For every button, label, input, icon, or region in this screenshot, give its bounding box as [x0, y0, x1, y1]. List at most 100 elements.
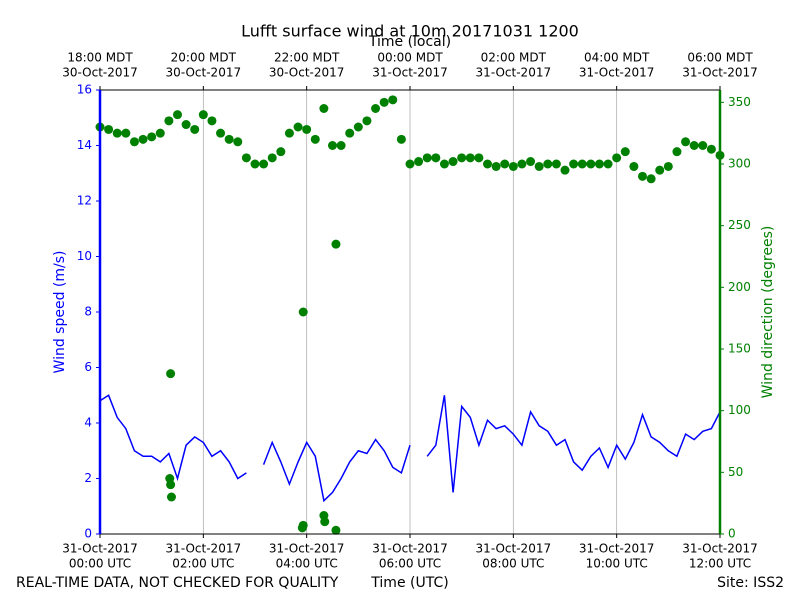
x-tick-label: 31-Oct-2017 [166, 542, 242, 556]
direction-point [577, 159, 587, 169]
direction-point [551, 159, 561, 169]
x2-tick-label: 31-Oct-2017 [476, 66, 552, 80]
y2-tick-label: 350 [728, 95, 751, 109]
x2-tick-label: 04:00 MDT [584, 51, 650, 65]
x2-tick-label: 06:00 MDT [687, 51, 753, 65]
direction-point [320, 517, 330, 527]
direction-point [431, 153, 441, 163]
direction-point [689, 141, 699, 150]
x-tick-label: 08:00 UTC [482, 557, 544, 571]
x2-tick-label: 30-Oct-2017 [166, 66, 242, 80]
x2-tick-label: 20:00 MDT [171, 51, 237, 65]
x-tick-label: 00:00 UTC [69, 557, 131, 571]
direction-point [166, 480, 176, 490]
x2-tick-label: 31-Oct-2017 [372, 66, 448, 80]
direction-point [138, 134, 148, 144]
x-tick-label: 31-Oct-2017 [682, 542, 758, 556]
x2-tick-label: 22:00 MDT [274, 51, 340, 65]
direction-point [129, 137, 139, 147]
direction-point [166, 492, 176, 502]
direction-point [560, 165, 570, 175]
direction-point [224, 134, 234, 144]
direction-point [233, 137, 243, 147]
direction-point [298, 307, 308, 317]
direction-point [241, 153, 251, 163]
direction-point [612, 153, 622, 163]
direction-point [267, 153, 277, 163]
direction-point [207, 116, 217, 126]
direction-point [603, 159, 613, 169]
x-axis-label: Time (UTC) [370, 575, 448, 591]
direction-point [422, 153, 432, 163]
direction-point [181, 120, 191, 130]
direction-point [319, 104, 329, 113]
x-tick-label: 02:00 UTC [172, 557, 234, 571]
direction-point [465, 153, 475, 163]
direction-point [629, 161, 639, 171]
direction-point [379, 97, 389, 107]
chart-title: Lufft surface wind at 10m 20171031 1200 [241, 22, 579, 41]
direction-point [457, 153, 467, 163]
direction-point [508, 161, 518, 171]
direction-point [414, 157, 424, 167]
direction-point [331, 525, 341, 535]
direction-point [594, 159, 604, 169]
site-note: Site: ISS2 [717, 575, 784, 591]
x2-tick-label: 30-Oct-2017 [269, 66, 345, 80]
direction-point [345, 128, 355, 138]
direction-point [190, 124, 200, 134]
x2-tick-label: 31-Oct-2017 [579, 66, 655, 80]
direction-point [336, 141, 346, 150]
direction-point [698, 141, 708, 150]
y-tick-label: 0 [84, 527, 92, 541]
direction-point [155, 128, 165, 138]
y-tick-label: 16 [77, 83, 92, 97]
y2-tick-label: 250 [728, 218, 751, 232]
direction-point [500, 159, 510, 169]
direction-point [298, 520, 308, 530]
x-tick-label: 04:00 UTC [276, 557, 338, 571]
direction-point [121, 128, 131, 138]
direction-point [250, 159, 260, 169]
direction-point [681, 137, 691, 147]
x-tick-label: 31-Oct-2017 [62, 542, 138, 556]
direction-point [439, 159, 449, 169]
x-tick-label: 31-Oct-2017 [476, 542, 552, 556]
direction-point [371, 104, 381, 113]
x-tick-label: 31-Oct-2017 [269, 542, 345, 556]
direction-point [293, 122, 303, 132]
y-tick-label: 12 [77, 194, 92, 208]
direction-point [396, 134, 406, 144]
direction-point [112, 128, 122, 138]
y-tick-label: 10 [77, 249, 92, 263]
x-tick-label: 12:00 UTC [689, 557, 751, 571]
direction-point [672, 147, 682, 157]
x-tick-label: 31-Oct-2017 [579, 542, 655, 556]
direction-point [259, 159, 269, 169]
direction-point [104, 124, 114, 134]
y-tick-label: 2 [84, 471, 92, 485]
quality-note: REAL-TIME DATA, NOT CHECKED FOR QUALITY [16, 575, 339, 591]
x2-tick-label: 31-Oct-2017 [682, 66, 758, 80]
direction-point [328, 141, 337, 150]
y-axis-label: Wind speed (m/s) [52, 251, 68, 374]
direction-point [620, 147, 630, 157]
direction-point [655, 165, 665, 175]
direction-point [569, 159, 579, 169]
direction-point [166, 369, 176, 379]
direction-point [706, 144, 716, 154]
direction-point [534, 161, 544, 171]
y-tick-label: 14 [77, 138, 92, 152]
y2-tick-label: 300 [728, 157, 751, 171]
y2-tick-label: 100 [728, 403, 751, 417]
x2-tick-label: 30-Oct-2017 [62, 66, 138, 80]
x2-tick-label: 18:00 MDT [67, 51, 133, 65]
direction-point [310, 134, 320, 144]
y-tick-label: 4 [84, 416, 92, 430]
speed-line [99, 394, 721, 503]
direction-point [147, 132, 157, 142]
y2-axis-label: Wind direction (degrees) [760, 226, 776, 399]
direction-point [405, 159, 415, 169]
direction-point [173, 110, 182, 120]
